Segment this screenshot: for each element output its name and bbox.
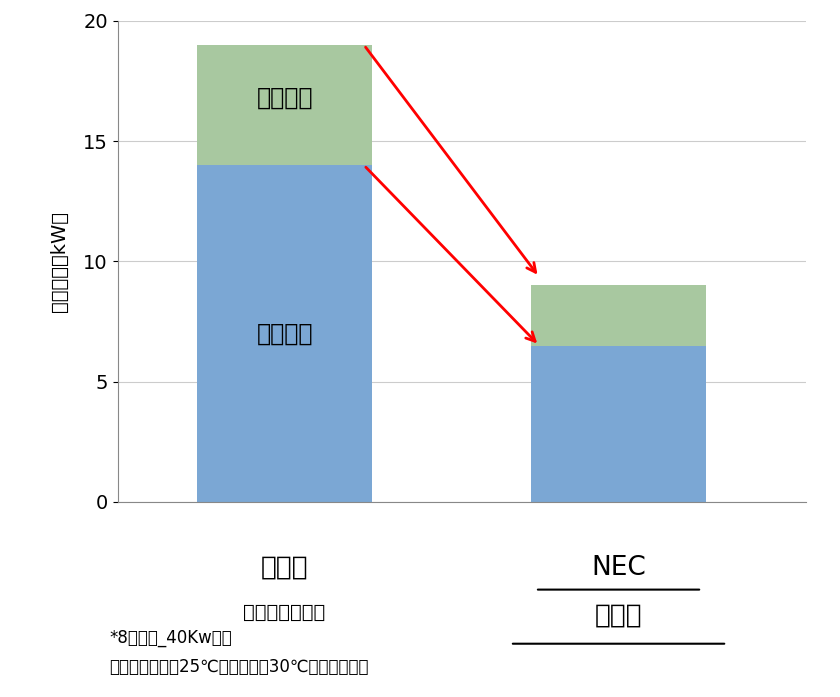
Text: NEC: NEC <box>591 555 646 581</box>
Bar <box>197 45 372 165</box>
Text: 圧縮電力: 圧縮電力 <box>256 321 312 346</box>
Text: 従来型: 従来型 <box>260 555 308 581</box>
Text: ラック吸気：25℃、外気温：30℃の実証データ: ラック吸気：25℃、外気温：30℃の実証データ <box>109 658 369 676</box>
Bar <box>531 285 706 346</box>
Text: 送風電力: 送風電力 <box>256 86 312 110</box>
Bar <box>531 346 706 502</box>
Y-axis label: 消費電力［kW］: 消費電力［kW］ <box>50 211 69 312</box>
Text: 開発型: 開発型 <box>595 603 643 629</box>
Text: （一般空調機）: （一般空調機） <box>244 603 326 622</box>
Bar <box>197 165 372 502</box>
Text: *8ラック_40Kw相当: *8ラック_40Kw相当 <box>109 629 232 647</box>
